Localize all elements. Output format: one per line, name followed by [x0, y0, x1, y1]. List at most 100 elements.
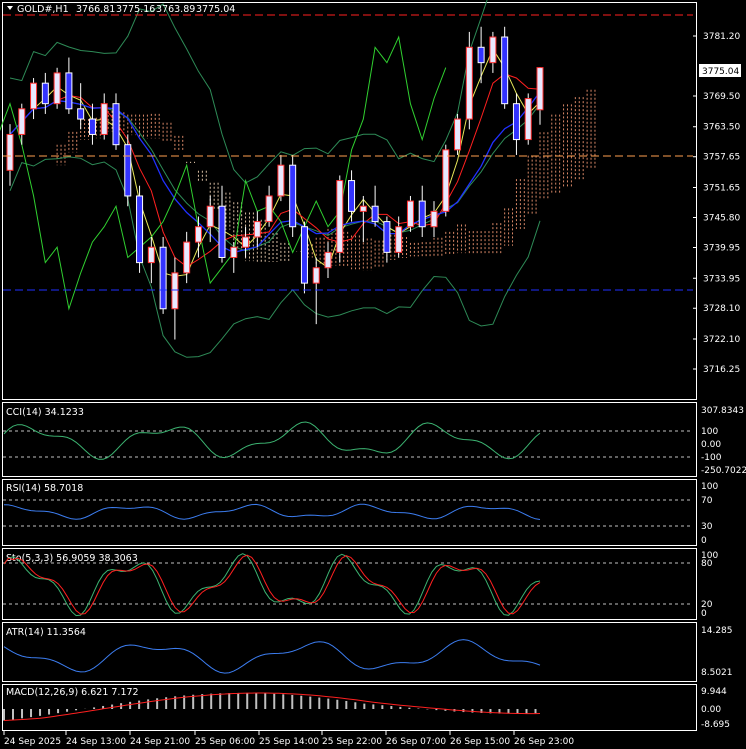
cci-panel[interactable] [2, 402, 697, 477]
candlestick [348, 170, 356, 222]
candlestick [136, 185, 144, 273]
time-tick-label: 25 Sep 14:00 [259, 737, 319, 747]
candlestick [100, 93, 108, 140]
candlestick [242, 226, 250, 258]
time-tick-label: 24 Sep 13:00 [66, 737, 126, 747]
moving-average-line [9, 47, 541, 277]
price-tick-label: 3769.50 [703, 92, 740, 102]
time-tick-label: 26 Sep 07:00 [386, 737, 446, 747]
indicator-lines [0, 37, 541, 309]
kijun-line [9, 91, 541, 254]
candlestick [359, 195, 367, 243]
cci-tick-min: -250.7022 [701, 466, 746, 476]
time-axis[interactable]: 24 Sep 2025 24 Sep 13:00 24 Sep 21:00 25 Se… [3, 731, 574, 747]
bollinger-lower [9, 156, 541, 358]
price-tick-label: 3716.25 [703, 365, 740, 375]
macd-panel[interactable] [2, 684, 697, 731]
ohlc-open: 3766.81 [76, 4, 115, 15]
bollinger-bands [9, 0, 541, 358]
atr-label: ATR(14) 11.3564 [6, 627, 86, 638]
rsi-tick-70: 70 [701, 496, 713, 506]
price-tick-label: 3763.50 [703, 123, 740, 133]
candlestick [41, 72, 49, 114]
candlestick [430, 201, 438, 237]
sto-tick-80: 80 [701, 559, 713, 569]
candlestick [512, 93, 520, 155]
candlestick [371, 185, 379, 227]
time-tick-label: 24 Sep 21:00 [130, 737, 190, 747]
rsi-indicator: RSI(14) 58.7018 100 70 30 0 [3, 482, 718, 546]
sto-tick-20: 20 [701, 600, 713, 610]
sto-label: Sto(5,3,3) 56.9059 38.3063 [6, 553, 138, 564]
price-tick-label: 3722.10 [703, 335, 740, 345]
time-tick-label: 25 Sep 06:00 [195, 737, 255, 747]
chikou-line [0, 37, 446, 309]
candlestick [536, 66, 544, 125]
price-tick-label: 3781.20 [703, 32, 740, 42]
cci-tick-max: 307.8343 [701, 406, 744, 416]
collapse-triangle-icon[interactable] [7, 6, 13, 10]
time-tick-label: 24 Sep 2025 [4, 737, 61, 747]
price-tick-label: 3745.80 [703, 213, 740, 223]
candlestick [206, 195, 214, 243]
price-tick-label: 3751.65 [703, 184, 740, 194]
candlestick [383, 216, 391, 263]
candlestick [253, 211, 261, 248]
time-tick-label: 26 Sep 23:00 [514, 737, 574, 747]
cci-label: CCI(14) 34.1233 [6, 407, 84, 418]
macd-tick-min: -8.695 [701, 720, 730, 730]
candlestick [395, 216, 403, 258]
candlestick [124, 134, 132, 207]
sto-tick-0: 0 [701, 609, 707, 619]
candlestick [218, 185, 226, 263]
candlestick [65, 57, 73, 114]
candlestick [406, 195, 414, 232]
candlestick [88, 103, 96, 145]
candlestick [183, 231, 191, 284]
panel-frames [2, 2, 697, 731]
time-tick-label: 26 Sep 15:00 [450, 737, 510, 747]
candlesticks [6, 26, 544, 340]
cci-tick-0: 0.00 [701, 440, 721, 450]
macd-tick-max: 9.944 [701, 687, 727, 697]
candlestick [18, 103, 26, 145]
cci-line [3, 421, 541, 460]
ohlc-low: 3763.89 [156, 4, 195, 15]
stochastic-indicator: Sto(5,3,3) 56.9059 38.3063 100 80 20 0 [3, 551, 718, 619]
candlestick [454, 113, 462, 155]
candlestick [442, 144, 450, 217]
stochastic-signal-line [3, 554, 541, 615]
tenkan-line [9, 73, 541, 268]
candlestick [289, 154, 297, 237]
atr-tick-max: 14.285 [701, 626, 733, 636]
candlestick [265, 185, 273, 227]
price-tick-label: 3739.95 [703, 243, 740, 253]
candlestick [30, 78, 38, 120]
macd-indicator: MACD(12,26,9) 6.621 7.172 9.944 0.00 -8.… [3, 687, 730, 730]
candlestick [77, 83, 85, 130]
atr-tick-min: 8.5021 [701, 668, 733, 678]
rsi-panel[interactable] [2, 479, 697, 546]
rsi-line [3, 503, 541, 520]
price-tick-label: 3757.65 [703, 153, 740, 163]
price-axis[interactable]: 3781.20 3769.50 3763.50 3757.65 3751.65 3745.… [693, 32, 740, 375]
ohlc-close: 3775.04 [196, 4, 235, 15]
atr-panel[interactable] [2, 622, 697, 682]
macd-signal-line [3, 692, 541, 721]
candlestick [300, 221, 308, 294]
cci-tick-neg100: -100 [701, 453, 722, 463]
candlestick [324, 242, 332, 278]
candlestick [524, 93, 532, 145]
rsi-label: RSI(14) 58.7018 [6, 483, 83, 494]
candlestick [312, 257, 320, 325]
candlestick [501, 26, 509, 109]
macd-tick-0: 0.00 [701, 705, 721, 715]
candlestick [465, 31, 473, 130]
main-price-panel[interactable] [2, 2, 697, 400]
symbol-name: GOLD#,H1 [17, 4, 69, 15]
sto-panel[interactable] [2, 548, 697, 620]
symbol-header: GOLD#,H1 3766.81 3775.16 3763.89 3775.04 [7, 4, 235, 15]
time-tick-label: 25 Sep 22:00 [322, 737, 382, 747]
candlestick [477, 26, 485, 84]
